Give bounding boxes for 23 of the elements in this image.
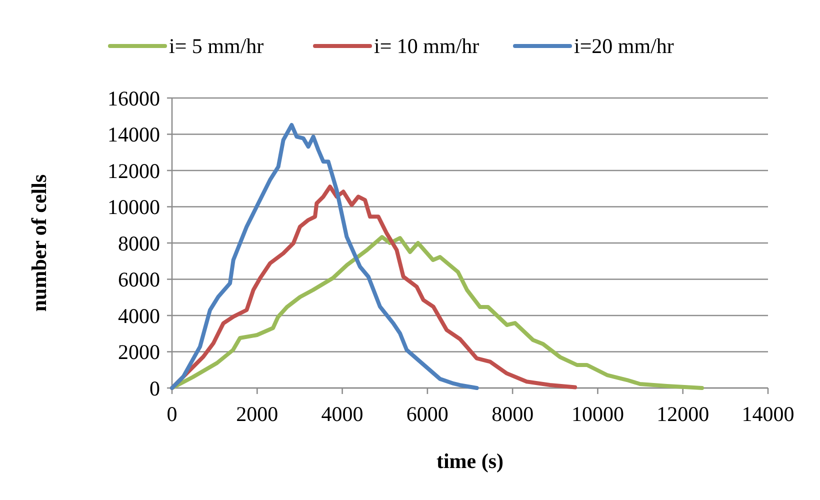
y-tick-label: 14000 (108, 122, 160, 147)
legend-label: i= 5 mm/hr (169, 34, 264, 58)
y-tick-label: 4000 (118, 304, 160, 328)
x-tick-label: 0 (166, 402, 178, 426)
y-tick-label: 6000 (118, 268, 160, 292)
x-tick-label: 2000 (236, 402, 278, 426)
legend-label: i=20 mm/hr (574, 34, 674, 58)
x-tick-label: 10000 (571, 402, 624, 426)
y-tick-label: 10000 (108, 195, 160, 220)
x-tick-label: 14000 (742, 402, 794, 426)
x-axis-title: time (s) (436, 449, 504, 473)
y-tick-label: 12000 (108, 158, 160, 183)
y-tick-label: 0 (150, 376, 160, 400)
x-tick-label: 4000 (321, 402, 364, 426)
y-tick-label: 2000 (118, 340, 160, 364)
line-series (170, 123, 479, 390)
y-tick-label: 8000 (118, 231, 160, 256)
x-tick-label: 12000 (656, 402, 710, 426)
y-tick-label: 16000 (108, 86, 160, 110)
legend-label: i= 10 mm/hr (374, 34, 480, 58)
y-axis-title: number of cells (27, 174, 51, 312)
x-tick-label: 6000 (406, 402, 448, 426)
x-tick-label: 8000 (492, 402, 534, 426)
